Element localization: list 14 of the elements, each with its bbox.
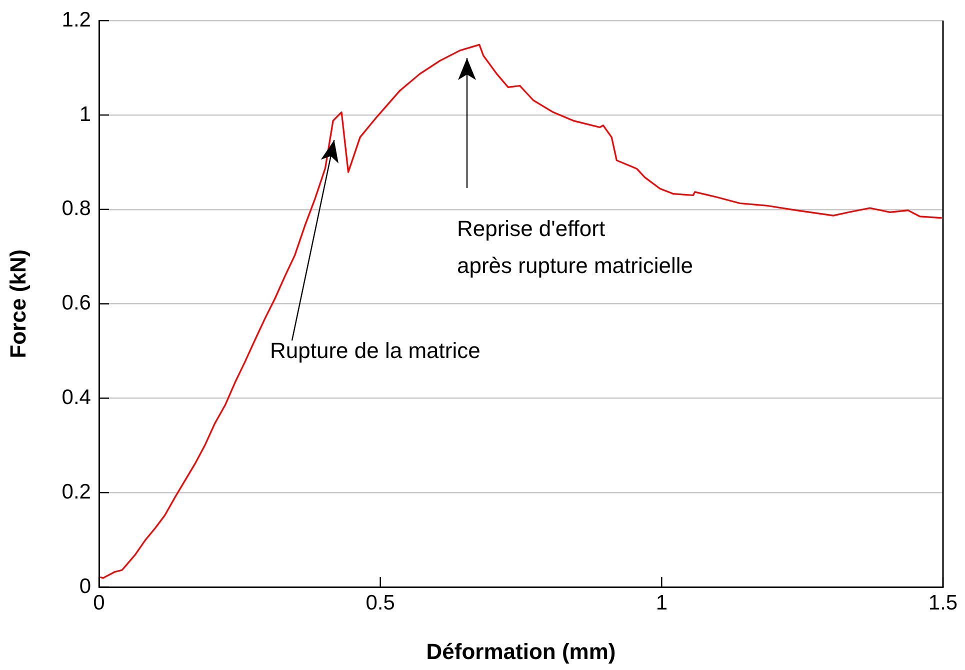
y-tick-label: 0.6 xyxy=(62,292,91,315)
y-tick-label: 0.2 xyxy=(62,480,91,504)
y-tick-label: 0 xyxy=(79,574,91,598)
x-tick-label: 1 xyxy=(656,591,668,614)
y-tick-label: 1 xyxy=(79,102,91,126)
y-tick-label: 0.4 xyxy=(62,386,92,409)
x-tick-label: 0.5 xyxy=(366,591,395,614)
x-axis-title: Déformation (mm) xyxy=(426,638,616,664)
x-tick-label: 1.5 xyxy=(928,591,958,614)
annotation: Reprise d'effort après rupture matricielle xyxy=(457,216,693,278)
y-tick-label: 0.8 xyxy=(62,197,91,220)
y-tick-label: 1.2 xyxy=(62,8,91,32)
annotation: Rupture de la matrice xyxy=(270,338,480,363)
y-axis-title: Force (kN) xyxy=(5,249,30,358)
